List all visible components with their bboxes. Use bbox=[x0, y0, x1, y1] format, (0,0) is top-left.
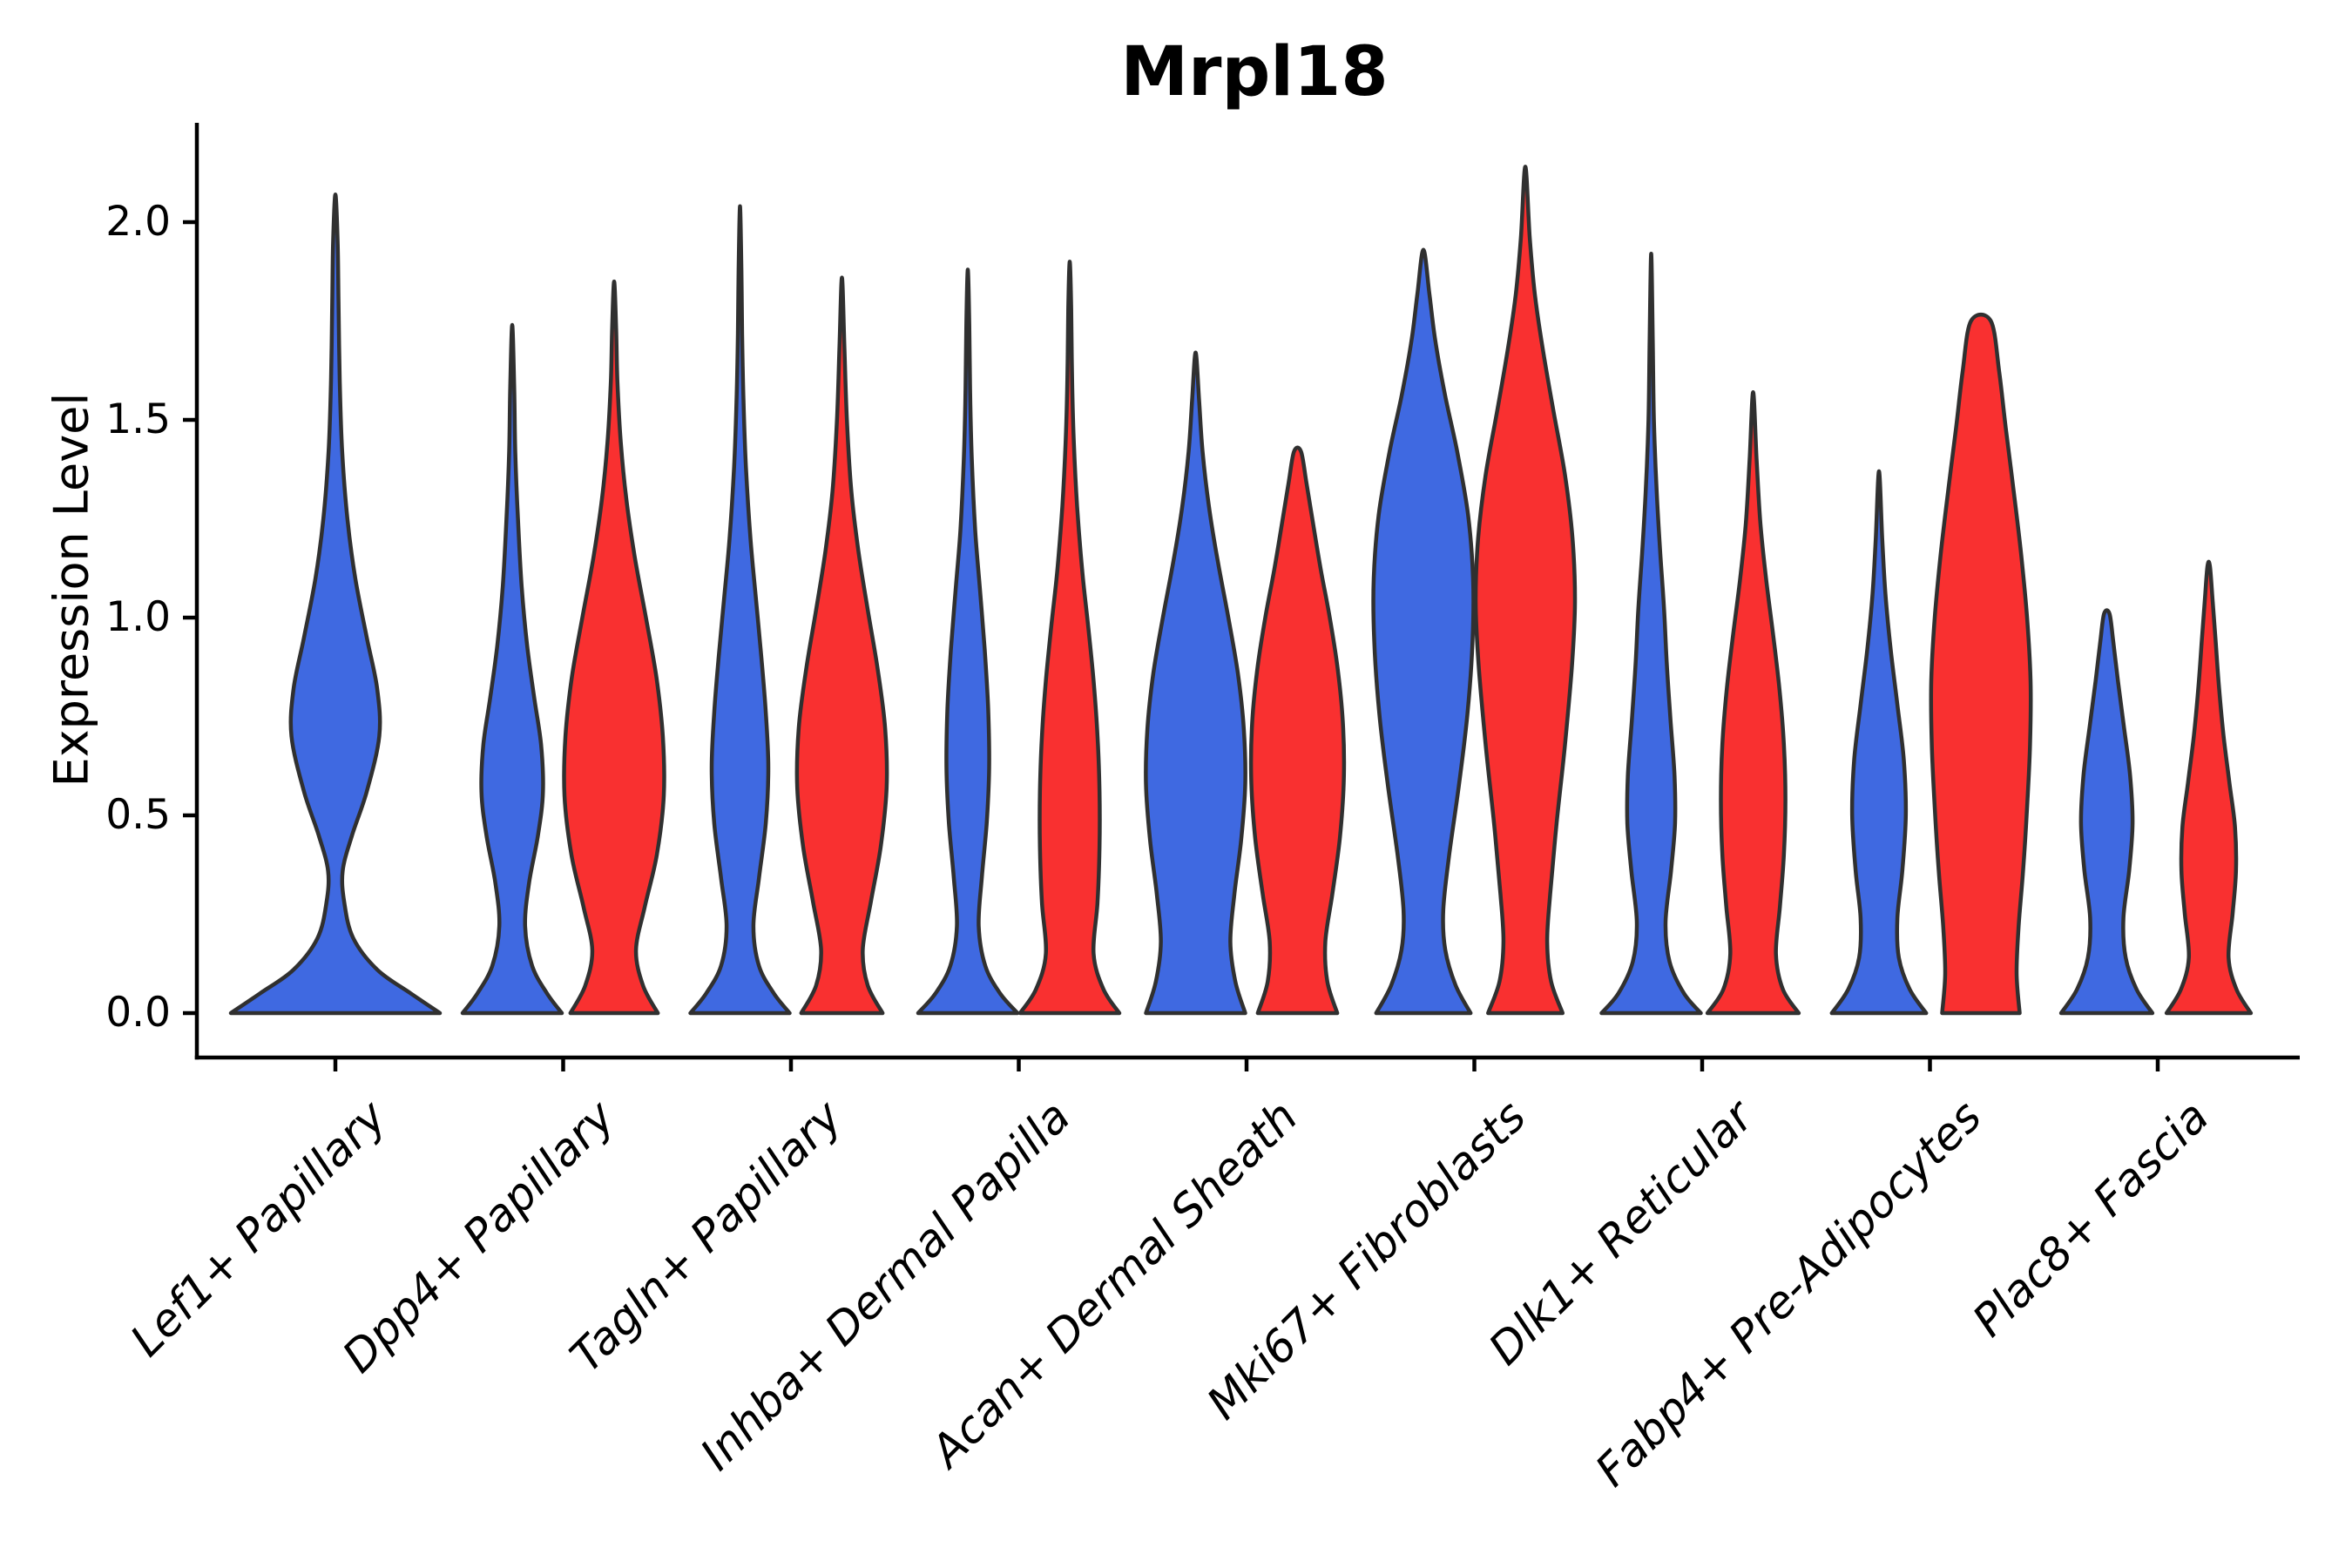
violin-inhba-dermal-papilla-red bbox=[1017, 260, 1122, 1016]
violin-mki67-fibroblasts-blue bbox=[1371, 247, 1476, 1016]
violin-lef1-papillary-single bbox=[228, 192, 443, 1016]
violin-dpp4-papillary-red bbox=[562, 279, 666, 1016]
violin-plac8-fascia-blue bbox=[2058, 608, 2155, 1016]
violin-acan-dermal-sheath-blue bbox=[1144, 350, 1247, 1016]
violin-plac8-fascia-red bbox=[2164, 559, 2254, 1016]
y-tick-label: 2.0 bbox=[105, 198, 171, 246]
violin-dpp4-papillary-blue bbox=[460, 322, 564, 1016]
violin-fabp4-pre-adipocytes-red bbox=[1929, 312, 2033, 1016]
violin-inhba-dermal-papilla-blue bbox=[916, 267, 1020, 1016]
violin-tagln-papillary-red bbox=[794, 275, 889, 1016]
y-tick-label: 1.5 bbox=[105, 395, 171, 443]
y-tick-label: 1.0 bbox=[105, 593, 171, 641]
violin-dlk1-reticular-red bbox=[1705, 389, 1801, 1016]
y-tick-label: 0.5 bbox=[105, 791, 171, 839]
violin-tagln-papillary-blue bbox=[688, 204, 792, 1016]
plot-title: Mrpl18 bbox=[1120, 33, 1389, 112]
violin-acan-dermal-sheath-red bbox=[1248, 445, 1347, 1016]
violin-mki67-fibroblasts-red bbox=[1473, 165, 1578, 1016]
violin-fabp4-pre-adipocytes-blue bbox=[1829, 469, 1929, 1016]
violin-dlk1-reticular-blue bbox=[1599, 252, 1703, 1016]
y-tick-label: 0.0 bbox=[105, 989, 171, 1037]
